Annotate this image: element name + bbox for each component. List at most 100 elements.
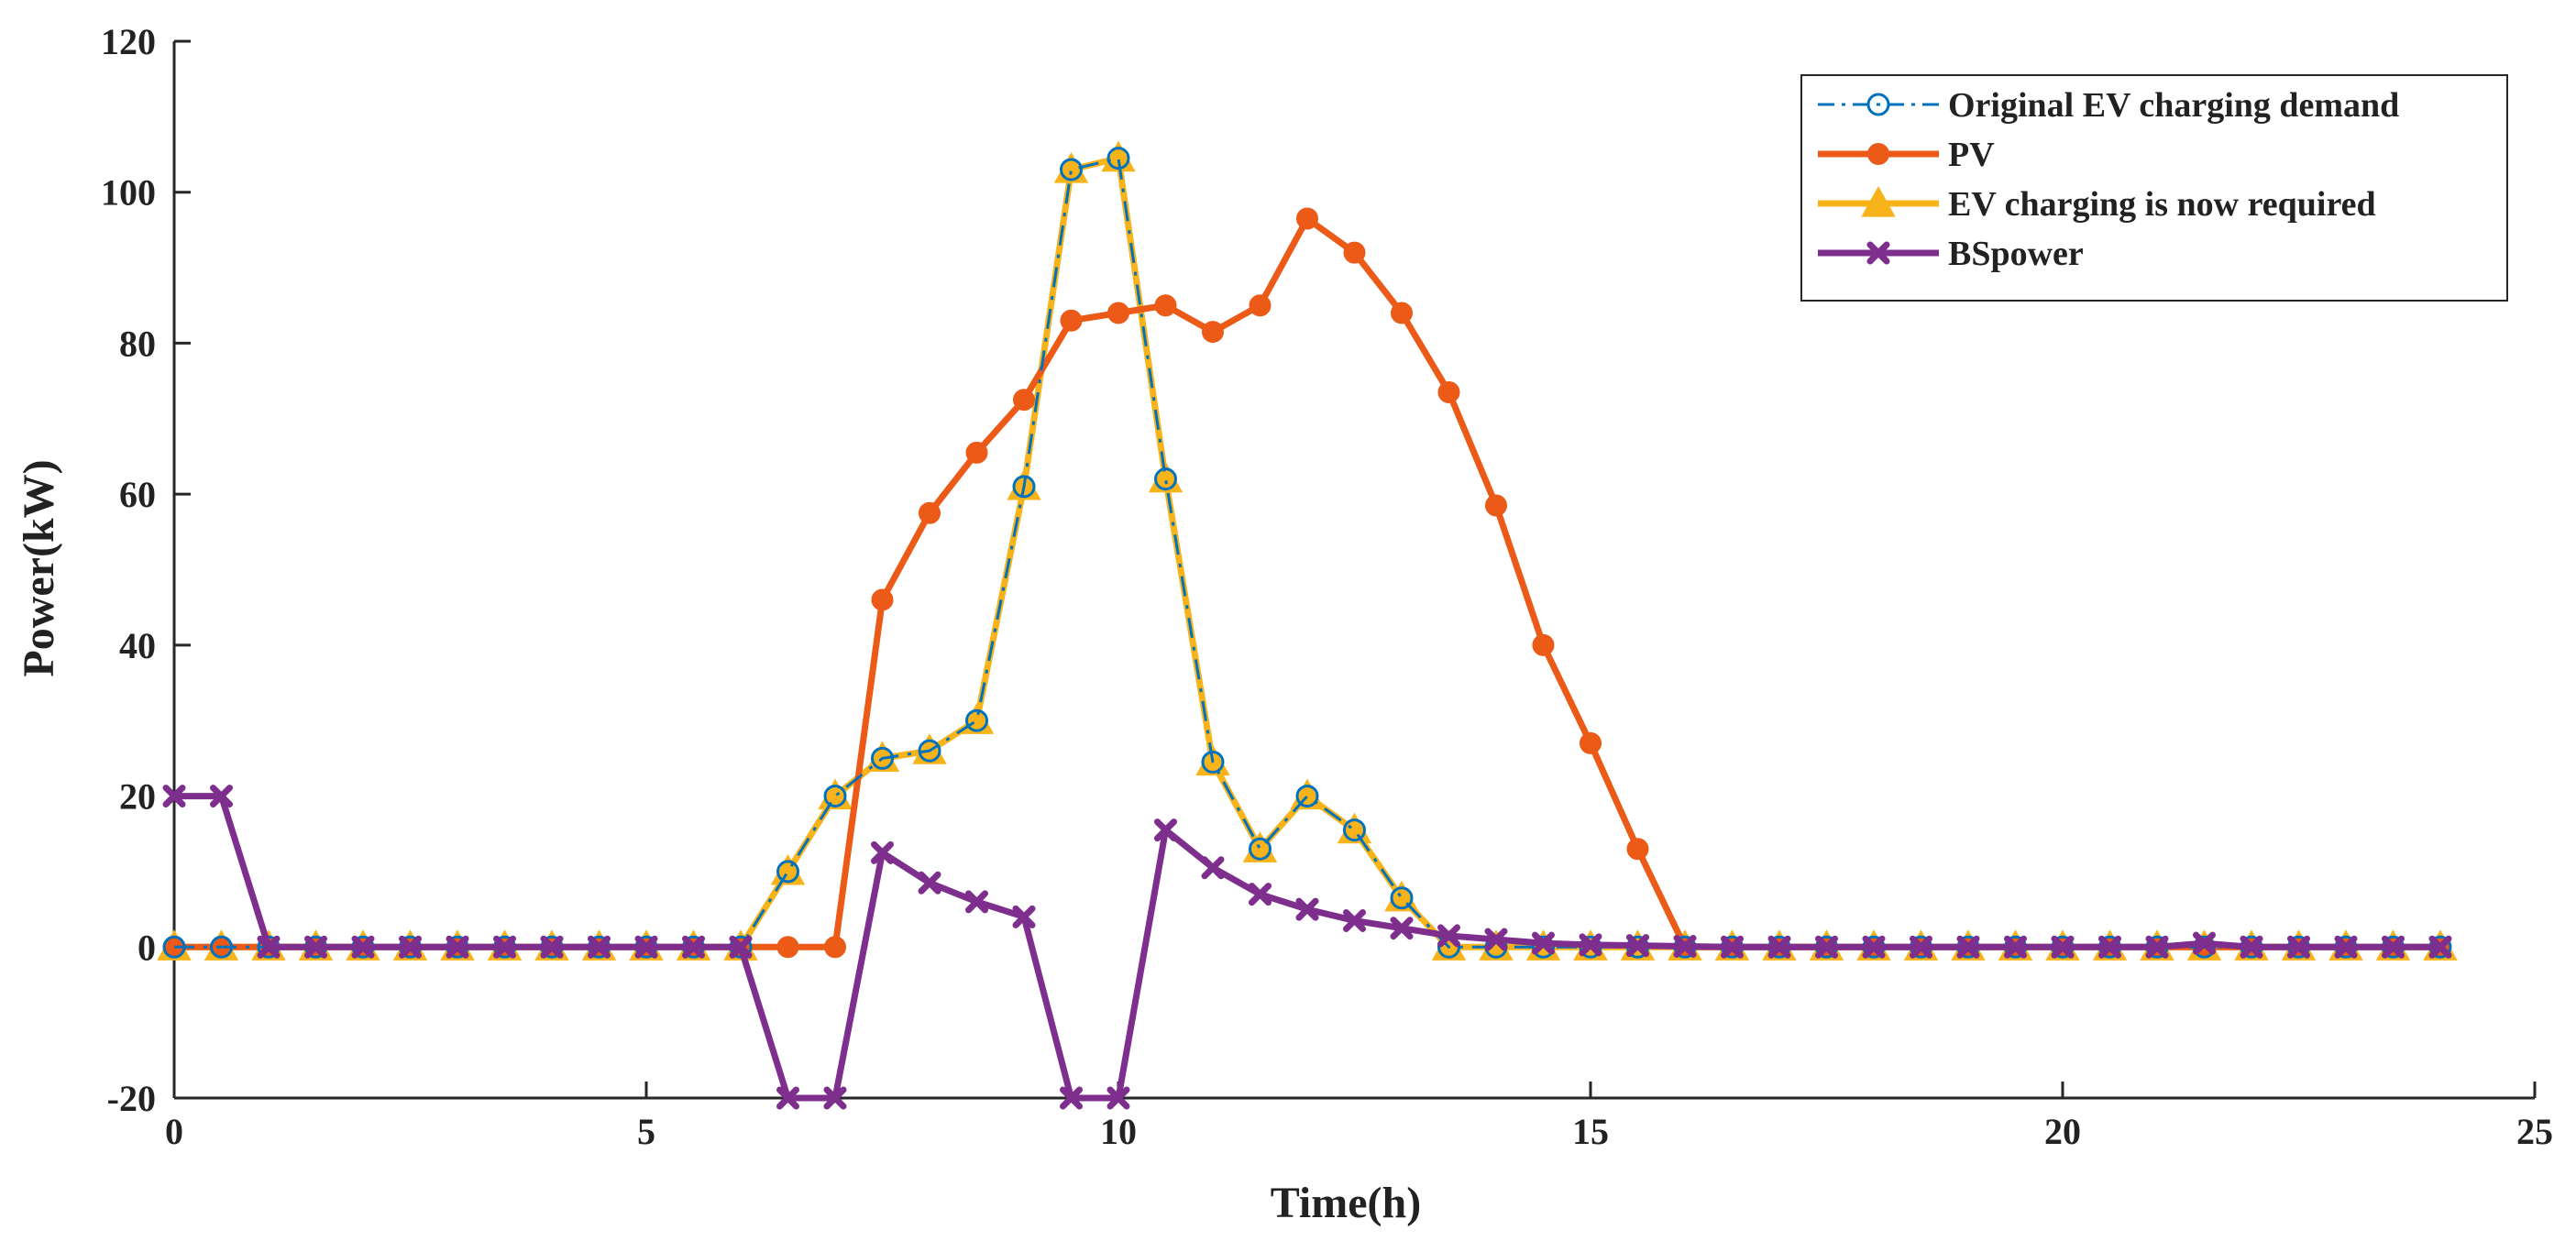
marker-stroke — [2334, 935, 2358, 959]
data-point — [1154, 294, 1177, 317]
marker-stroke — [1626, 934, 1649, 958]
marker-stroke — [162, 785, 186, 808]
series-bspower — [162, 785, 2452, 1110]
marker-stroke — [1721, 935, 1744, 959]
marker-stroke — [1154, 818, 1177, 842]
data-point — [1626, 934, 1649, 958]
data-point — [2098, 935, 2121, 959]
data-point — [588, 935, 611, 959]
data-point — [1249, 294, 1271, 317]
data-point — [1721, 935, 1744, 959]
data-point — [1437, 380, 1460, 403]
data-point — [1867, 143, 1889, 165]
marker-stroke — [682, 935, 705, 959]
data-point — [1437, 924, 1460, 948]
data-point — [1107, 302, 1129, 324]
data-point — [2334, 935, 2358, 959]
data-point — [729, 935, 753, 959]
data-point — [1202, 321, 1224, 344]
data-point — [776, 936, 799, 959]
data-point — [1296, 207, 1318, 230]
marker-stroke — [965, 890, 988, 914]
legend-box — [1800, 74, 2508, 302]
data-point — [1910, 935, 1932, 959]
legend-entry: EV charging is now required — [1818, 185, 2376, 224]
data-point — [1815, 935, 1838, 959]
marker-stroke — [1866, 241, 1890, 265]
legend-label: BSpower — [1948, 235, 2084, 273]
data-point — [1626, 838, 1649, 861]
x-tick-label: 0 — [165, 1111, 183, 1152]
data-point — [1673, 934, 1697, 958]
data-point — [1532, 931, 1555, 955]
data-point — [2193, 931, 2216, 955]
x-tick-label: 5 — [637, 1111, 655, 1152]
marker-stroke — [2382, 935, 2405, 959]
marker-stroke — [1437, 924, 1460, 948]
data-point — [1343, 818, 1366, 842]
marker-stroke — [210, 785, 233, 808]
data-point — [823, 1086, 847, 1110]
legend: Original EV charging demand PV EV charging… — [1800, 74, 2508, 302]
data-point — [1201, 751, 1225, 774]
marker-stroke — [2145, 935, 2169, 959]
data-point — [2428, 935, 2452, 959]
marker-stroke — [257, 935, 281, 959]
legend-label: EV charging is now required — [1948, 185, 2376, 224]
data-point — [1532, 633, 1555, 656]
data-point — [1060, 309, 1083, 332]
y-axis-label: Power(kW) — [15, 459, 63, 676]
data-point — [871, 588, 894, 611]
marker-stroke — [446, 935, 469, 959]
data-point — [1532, 935, 1555, 959]
data-point — [1866, 93, 1890, 116]
data-point — [162, 785, 186, 808]
data-point — [918, 871, 941, 895]
marker-stroke — [1201, 856, 1225, 880]
data-point — [918, 739, 941, 763]
data-point — [210, 935, 233, 959]
data-point — [1484, 928, 1508, 951]
marker-stroke — [871, 840, 894, 864]
marker-stroke — [2004, 935, 2027, 959]
plot-area — [157, 140, 2458, 1110]
data-point — [399, 935, 422, 959]
marker-stroke — [1532, 931, 1555, 955]
data-point — [634, 935, 658, 959]
marker-stroke — [1910, 935, 1932, 959]
y-tick-label: 0 — [138, 927, 156, 968]
data-point — [1390, 917, 1414, 940]
marker-stroke — [1390, 917, 1414, 940]
marker-stroke — [729, 935, 753, 959]
data-point — [1295, 785, 1319, 808]
data-point — [1485, 494, 1507, 517]
marker-stroke — [918, 871, 941, 895]
y-tick-label: 20 — [119, 776, 156, 818]
marker-stroke — [2428, 935, 2452, 959]
data-point — [257, 935, 281, 959]
data-point — [2240, 935, 2263, 959]
data-point — [1201, 856, 1225, 880]
marker-stroke — [351, 935, 375, 959]
data-point — [1249, 883, 1271, 906]
data-point — [776, 860, 799, 884]
marker-stroke — [493, 935, 516, 959]
marker-stroke — [304, 935, 327, 959]
data-point — [162, 935, 186, 959]
data-point — [824, 936, 846, 959]
data-point — [2145, 935, 2169, 959]
data-point — [1956, 935, 1980, 959]
data-point — [1013, 389, 1035, 412]
legend-entry: BSpower — [1818, 235, 2084, 273]
x-tick-label: 15 — [1572, 1111, 1609, 1152]
y-tick-label: 40 — [119, 625, 156, 666]
data-point — [682, 935, 705, 959]
marker-stroke — [2287, 935, 2310, 959]
data-point — [304, 935, 327, 959]
data-point — [540, 935, 564, 959]
marker-stroke — [399, 935, 422, 959]
marker-stroke — [1673, 934, 1697, 958]
y-tick-label: 60 — [119, 474, 156, 515]
data-point — [2051, 935, 2075, 959]
legend-label: PV — [1948, 136, 1995, 174]
